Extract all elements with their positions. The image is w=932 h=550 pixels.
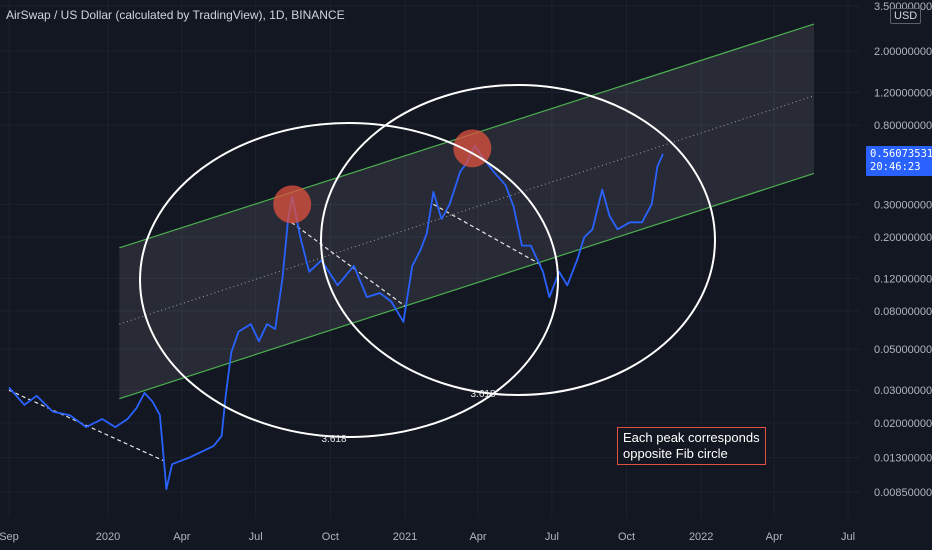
fib-circle [139, 122, 559, 438]
y-axis-tick-label: 2.00000000 [874, 46, 932, 58]
x-axis-tick-label: Jul [545, 531, 559, 543]
y-axis-tick-label: 0.80000000 [874, 120, 932, 132]
fib-circle-label: 3.618 [470, 389, 495, 400]
x-axis-tick-label: 2021 [393, 531, 417, 543]
y-axis-tick-label: 0.05000000 [874, 344, 932, 356]
y-axis-tick-label: 1.20000000 [874, 87, 932, 99]
channel-lower-line [119, 172, 815, 400]
x-axis-tick-label: Apr [469, 531, 486, 543]
channel-fill [119, 24, 814, 399]
x-axis-tick-label: Apr [766, 531, 783, 543]
x-axis-tick-label: 2022 [689, 531, 713, 543]
x-axis-tick-label: Oct [322, 531, 339, 543]
currency-badge[interactable]: USD [890, 8, 922, 24]
y-axis-tick-label: 0.01300000 [874, 453, 932, 465]
y-axis-tick-label: 0.03000000 [874, 385, 932, 397]
chart-title: AirSwap / US Dollar (calculated by Tradi… [6, 8, 345, 22]
annotation-line-1: Each peak corresponds [623, 430, 760, 445]
x-axis-tick-label: Apr [173, 531, 190, 543]
y-axis-tick-label: 0.12000000 [874, 273, 932, 285]
fib-circle [320, 84, 716, 396]
last-price-value: 0.56073531 [870, 148, 932, 160]
trend-line-dashed [8, 389, 165, 462]
trend-line-dashed [291, 221, 406, 307]
x-axis-tick-label: Jul [249, 531, 263, 543]
bar-countdown: 20:46:23 [870, 161, 921, 173]
fib-circle-label: 3.618 [321, 434, 346, 445]
y-axis-tick-label: 0.02000000 [874, 418, 932, 430]
y-axis-tick-label: 0.30000000 [874, 199, 932, 211]
last-price-tag: 0.56073531 20:46:23 [866, 146, 932, 176]
x-axis-tick-label: Oct [618, 531, 635, 543]
channel-median-line [119, 95, 815, 325]
annotation-line-2: opposite Fib circle [623, 446, 728, 461]
y-axis-tick-label: 0.20000000 [874, 232, 932, 244]
y-axis-tick-label: 0.08000000 [874, 306, 932, 318]
price-line [8, 144, 664, 491]
x-axis-tick-label: Sep [0, 531, 19, 543]
y-axis-tick-label: 0.00850000 [874, 487, 932, 499]
x-axis-tick-label: 2020 [96, 531, 120, 543]
x-axis-tick-label: Jul [841, 531, 855, 543]
peak-marker [273, 185, 312, 224]
annotation-note[interactable]: Each peak corresponds opposite Fib circl… [617, 427, 766, 465]
